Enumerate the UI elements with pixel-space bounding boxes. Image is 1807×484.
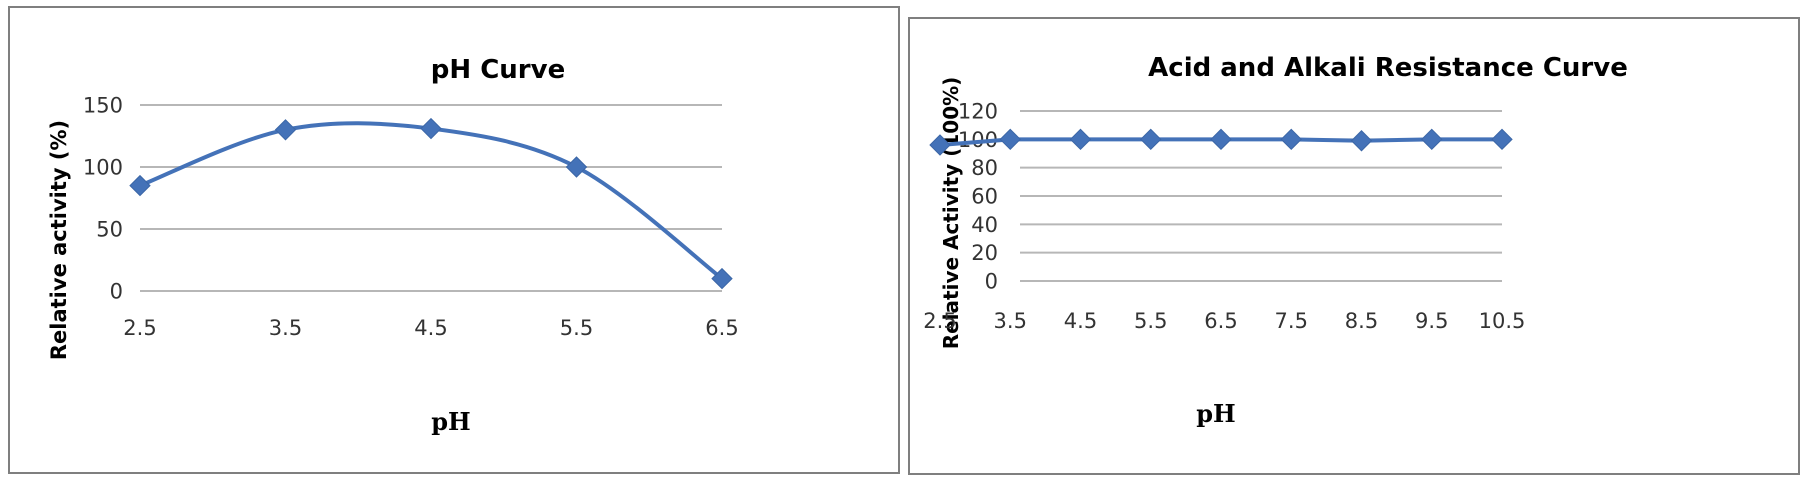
y-tick-label: 0 bbox=[110, 280, 123, 304]
x-tick-label: 5.5 bbox=[1134, 309, 1167, 333]
data-point-marker bbox=[1210, 128, 1232, 151]
data-point-marker bbox=[711, 267, 733, 290]
data-point-marker bbox=[929, 134, 951, 156]
y-tick-label: 20 bbox=[971, 241, 998, 265]
y-tick-label: 100 bbox=[83, 156, 123, 180]
data-point-marker bbox=[129, 174, 151, 197]
data-point-marker bbox=[1140, 128, 1162, 151]
x-tick-label: 8.5 bbox=[1345, 309, 1378, 333]
x-tick-label: 7.5 bbox=[1275, 309, 1308, 333]
data-point-marker bbox=[1421, 128, 1443, 151]
chart-panel-acid-alkali-resistance-curve: Acid and Alkali Resistance Curve Relativ… bbox=[908, 17, 1800, 475]
x-tick-label: 2.5 bbox=[923, 309, 956, 333]
data-point-marker bbox=[565, 156, 588, 178]
data-point-marker bbox=[999, 128, 1021, 151]
chart-title: Acid and Alkali Resistance Curve bbox=[1148, 53, 1628, 83]
y-tick-label: 150 bbox=[83, 94, 123, 118]
x-axis-label: pH bbox=[431, 407, 470, 436]
y-tick-label: 40 bbox=[971, 213, 998, 237]
data-point-marker bbox=[420, 117, 442, 140]
acid-alkali-resistance-chart: Acid and Alkali Resistance Curve Relativ… bbox=[923, 53, 1628, 428]
chart-panel-ph-curve: pH Curve Relative activity (%) pH 0 50 100… bbox=[8, 6, 900, 474]
series-line bbox=[139, 121, 724, 281]
x-tick-label: 9.5 bbox=[1415, 309, 1448, 333]
y-axis-label: Relative activity (%) bbox=[47, 120, 71, 360]
data-point-marker bbox=[1069, 128, 1092, 151]
y-tick-label: 60 bbox=[971, 185, 998, 209]
y-tick-label: 80 bbox=[971, 156, 998, 180]
y-axis-label: Relative Activity (100%) bbox=[939, 77, 963, 350]
data-point-marker bbox=[274, 119, 297, 141]
y-tick-label: 50 bbox=[96, 218, 123, 242]
data-point-marker bbox=[1350, 130, 1373, 152]
x-tick-label: 6.5 bbox=[705, 316, 738, 340]
x-tick-label: 4.5 bbox=[1064, 309, 1097, 333]
x-tick-label: 5.5 bbox=[560, 316, 593, 340]
x-tick-label: 10.5 bbox=[1479, 309, 1526, 333]
x-axis-label: pH bbox=[1196, 399, 1235, 428]
data-point-marker bbox=[1280, 128, 1302, 151]
ph-curve-chart: pH Curve Relative activity (%) pH 0 50 100… bbox=[47, 55, 739, 436]
chart-title: pH Curve bbox=[431, 55, 565, 85]
x-tick-label: 2.5 bbox=[123, 316, 156, 340]
x-tick-label: 6.5 bbox=[1204, 309, 1237, 333]
x-tick-label: 4.5 bbox=[414, 316, 447, 340]
y-tick-label: 120 bbox=[958, 100, 998, 124]
data-point-marker bbox=[1491, 128, 1513, 151]
x-tick-label: 3.5 bbox=[994, 309, 1027, 333]
y-tick-label: 0 bbox=[985, 270, 998, 294]
x-tick-label: 3.5 bbox=[269, 316, 302, 340]
